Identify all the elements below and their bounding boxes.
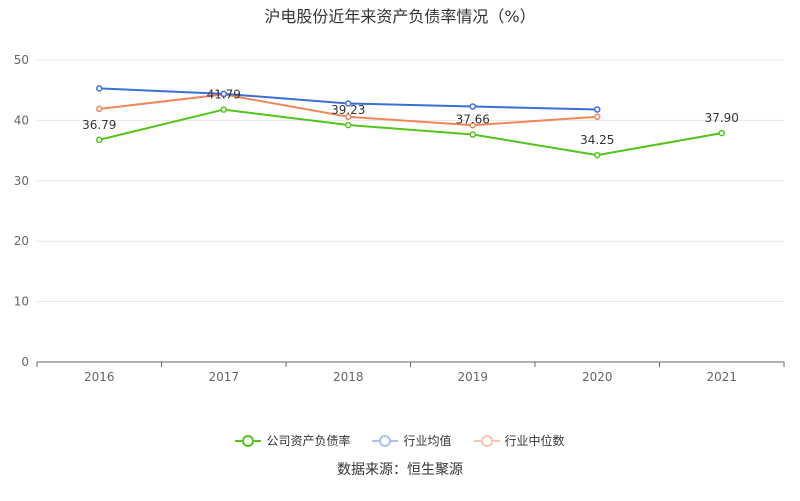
- series-line-0: [99, 108, 722, 157]
- data-labels: 36.79 41.79 39.23 37.66 34.25 37.90: [82, 88, 739, 148]
- data-points: [96, 85, 725, 159]
- data-point[interactable]: [96, 85, 103, 92]
- legend-line-circle-icon: [372, 434, 399, 447]
- legend-label: 行业中位数: [504, 434, 565, 448]
- x-tick-label: 2016: [84, 370, 115, 384]
- data-point[interactable]: [345, 100, 352, 107]
- data-label: 37.90: [705, 111, 739, 125]
- legend-item-2[interactable]: 行业中位数: [473, 432, 565, 449]
- data-point[interactable]: [96, 105, 103, 113]
- legend-label: 行业均值: [403, 434, 452, 448]
- legend-item-0[interactable]: 公司资产负债率: [235, 432, 350, 449]
- data-point[interactable]: [345, 113, 352, 121]
- data-point[interactable]: [594, 113, 601, 121]
- x-tick-label: 2020: [582, 370, 613, 384]
- data-point[interactable]: [345, 121, 352, 129]
- data-label: 34.25: [580, 133, 614, 147]
- data-point[interactable]: [469, 131, 476, 138]
- data-point[interactable]: [594, 106, 601, 113]
- data-point[interactable]: [718, 129, 725, 137]
- legend-line-circle-icon: [473, 434, 500, 447]
- x-tick-label: 2019: [457, 370, 488, 384]
- x-tick-label: 2018: [333, 370, 364, 384]
- legend: 公司资产负债率 行业均值 行业中位数: [0, 432, 800, 449]
- data-point[interactable]: [469, 103, 476, 110]
- y-tick-label: 40: [14, 113, 29, 127]
- chart-title: 沪电股份近年来资产负债率情况（%）: [264, 7, 536, 26]
- data-label: 41.79: [207, 88, 241, 102]
- legend-item-1[interactable]: 行业均值: [372, 432, 452, 449]
- y-tick-label: 30: [14, 174, 29, 188]
- data-label: 39.23: [331, 103, 365, 117]
- y-tick-label: 50: [14, 53, 29, 67]
- y-tick-label: 10: [14, 295, 29, 309]
- grid-lines: [37, 59, 784, 303]
- y-tick-label: 0: [21, 355, 29, 369]
- axes: 0 10 20 30 40 50 2016 2017 2018 2019 2020 2021: [14, 53, 785, 384]
- data-point[interactable]: [594, 151, 601, 159]
- x-tick-label: 2021: [706, 370, 737, 384]
- x-tick-label: 2017: [208, 370, 239, 384]
- data-label: 36.79: [82, 118, 116, 132]
- series-lines: [99, 87, 722, 157]
- data-point[interactable]: [220, 106, 227, 113]
- legend-label: 公司资产负债率: [266, 434, 351, 448]
- line-chart: 0 10 20 30 40 50 2016 2017 2018 2019 2020 2021 36.7…: [14, 53, 785, 384]
- data-point[interactable]: [220, 90, 227, 98]
- y-tick-label: 20: [14, 234, 29, 248]
- legend-line-circle-icon: [235, 434, 262, 447]
- data-label: 37.66: [456, 113, 490, 127]
- data-point[interactable]: [96, 136, 103, 144]
- data-source: 数据来源：恒生聚源: [337, 462, 463, 478]
- data-point[interactable]: [469, 121, 476, 129]
